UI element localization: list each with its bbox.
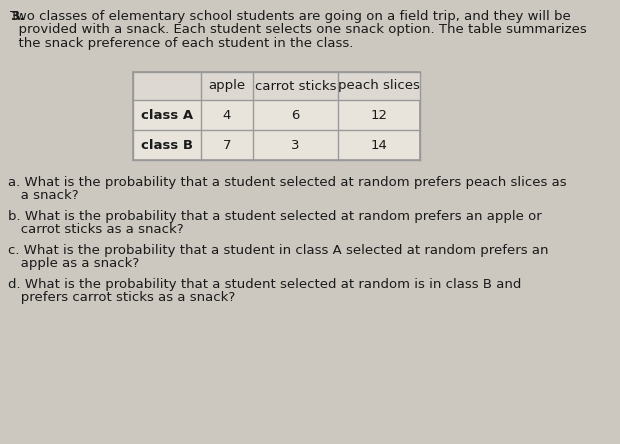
Text: provided with a snack. Each student selects one snack option. The table summariz: provided with a snack. Each student sele… bbox=[10, 24, 587, 36]
Text: carrot sticks: carrot sticks bbox=[255, 79, 336, 92]
Text: Two classes of elementary school students are going on a field trip, and they wi: Two classes of elementary school student… bbox=[10, 10, 571, 23]
Text: the snack preference of each student in the class.: the snack preference of each student in … bbox=[10, 37, 353, 50]
Text: apple: apple bbox=[208, 79, 246, 92]
Text: 3: 3 bbox=[291, 139, 299, 151]
Text: class A: class A bbox=[141, 108, 193, 122]
Text: 4: 4 bbox=[223, 108, 231, 122]
Text: carrot sticks as a snack?: carrot sticks as a snack? bbox=[8, 223, 184, 236]
Text: 14: 14 bbox=[371, 139, 388, 151]
Text: a. What is the probability that a student selected at random prefers peach slice: a. What is the probability that a studen… bbox=[8, 176, 567, 189]
Text: a snack?: a snack? bbox=[8, 189, 79, 202]
Text: b. What is the probability that a student selected at random prefers an apple or: b. What is the probability that a studen… bbox=[8, 210, 542, 223]
Text: apple as a snack?: apple as a snack? bbox=[8, 257, 140, 270]
Text: class B: class B bbox=[141, 139, 193, 151]
Text: 3.: 3. bbox=[10, 10, 24, 23]
Text: 7: 7 bbox=[223, 139, 231, 151]
Bar bbox=[133, 72, 420, 160]
Text: peach slices: peach slices bbox=[338, 79, 420, 92]
Text: 6: 6 bbox=[291, 108, 299, 122]
Text: c. What is the probability that a student in class A selected at random prefers : c. What is the probability that a studen… bbox=[8, 244, 549, 257]
Bar bbox=[133, 72, 420, 100]
Text: d. What is the probability that a student selected at random is in class B and: d. What is the probability that a studen… bbox=[8, 278, 521, 291]
Text: prefers carrot sticks as a snack?: prefers carrot sticks as a snack? bbox=[8, 291, 235, 304]
Text: 12: 12 bbox=[371, 108, 388, 122]
